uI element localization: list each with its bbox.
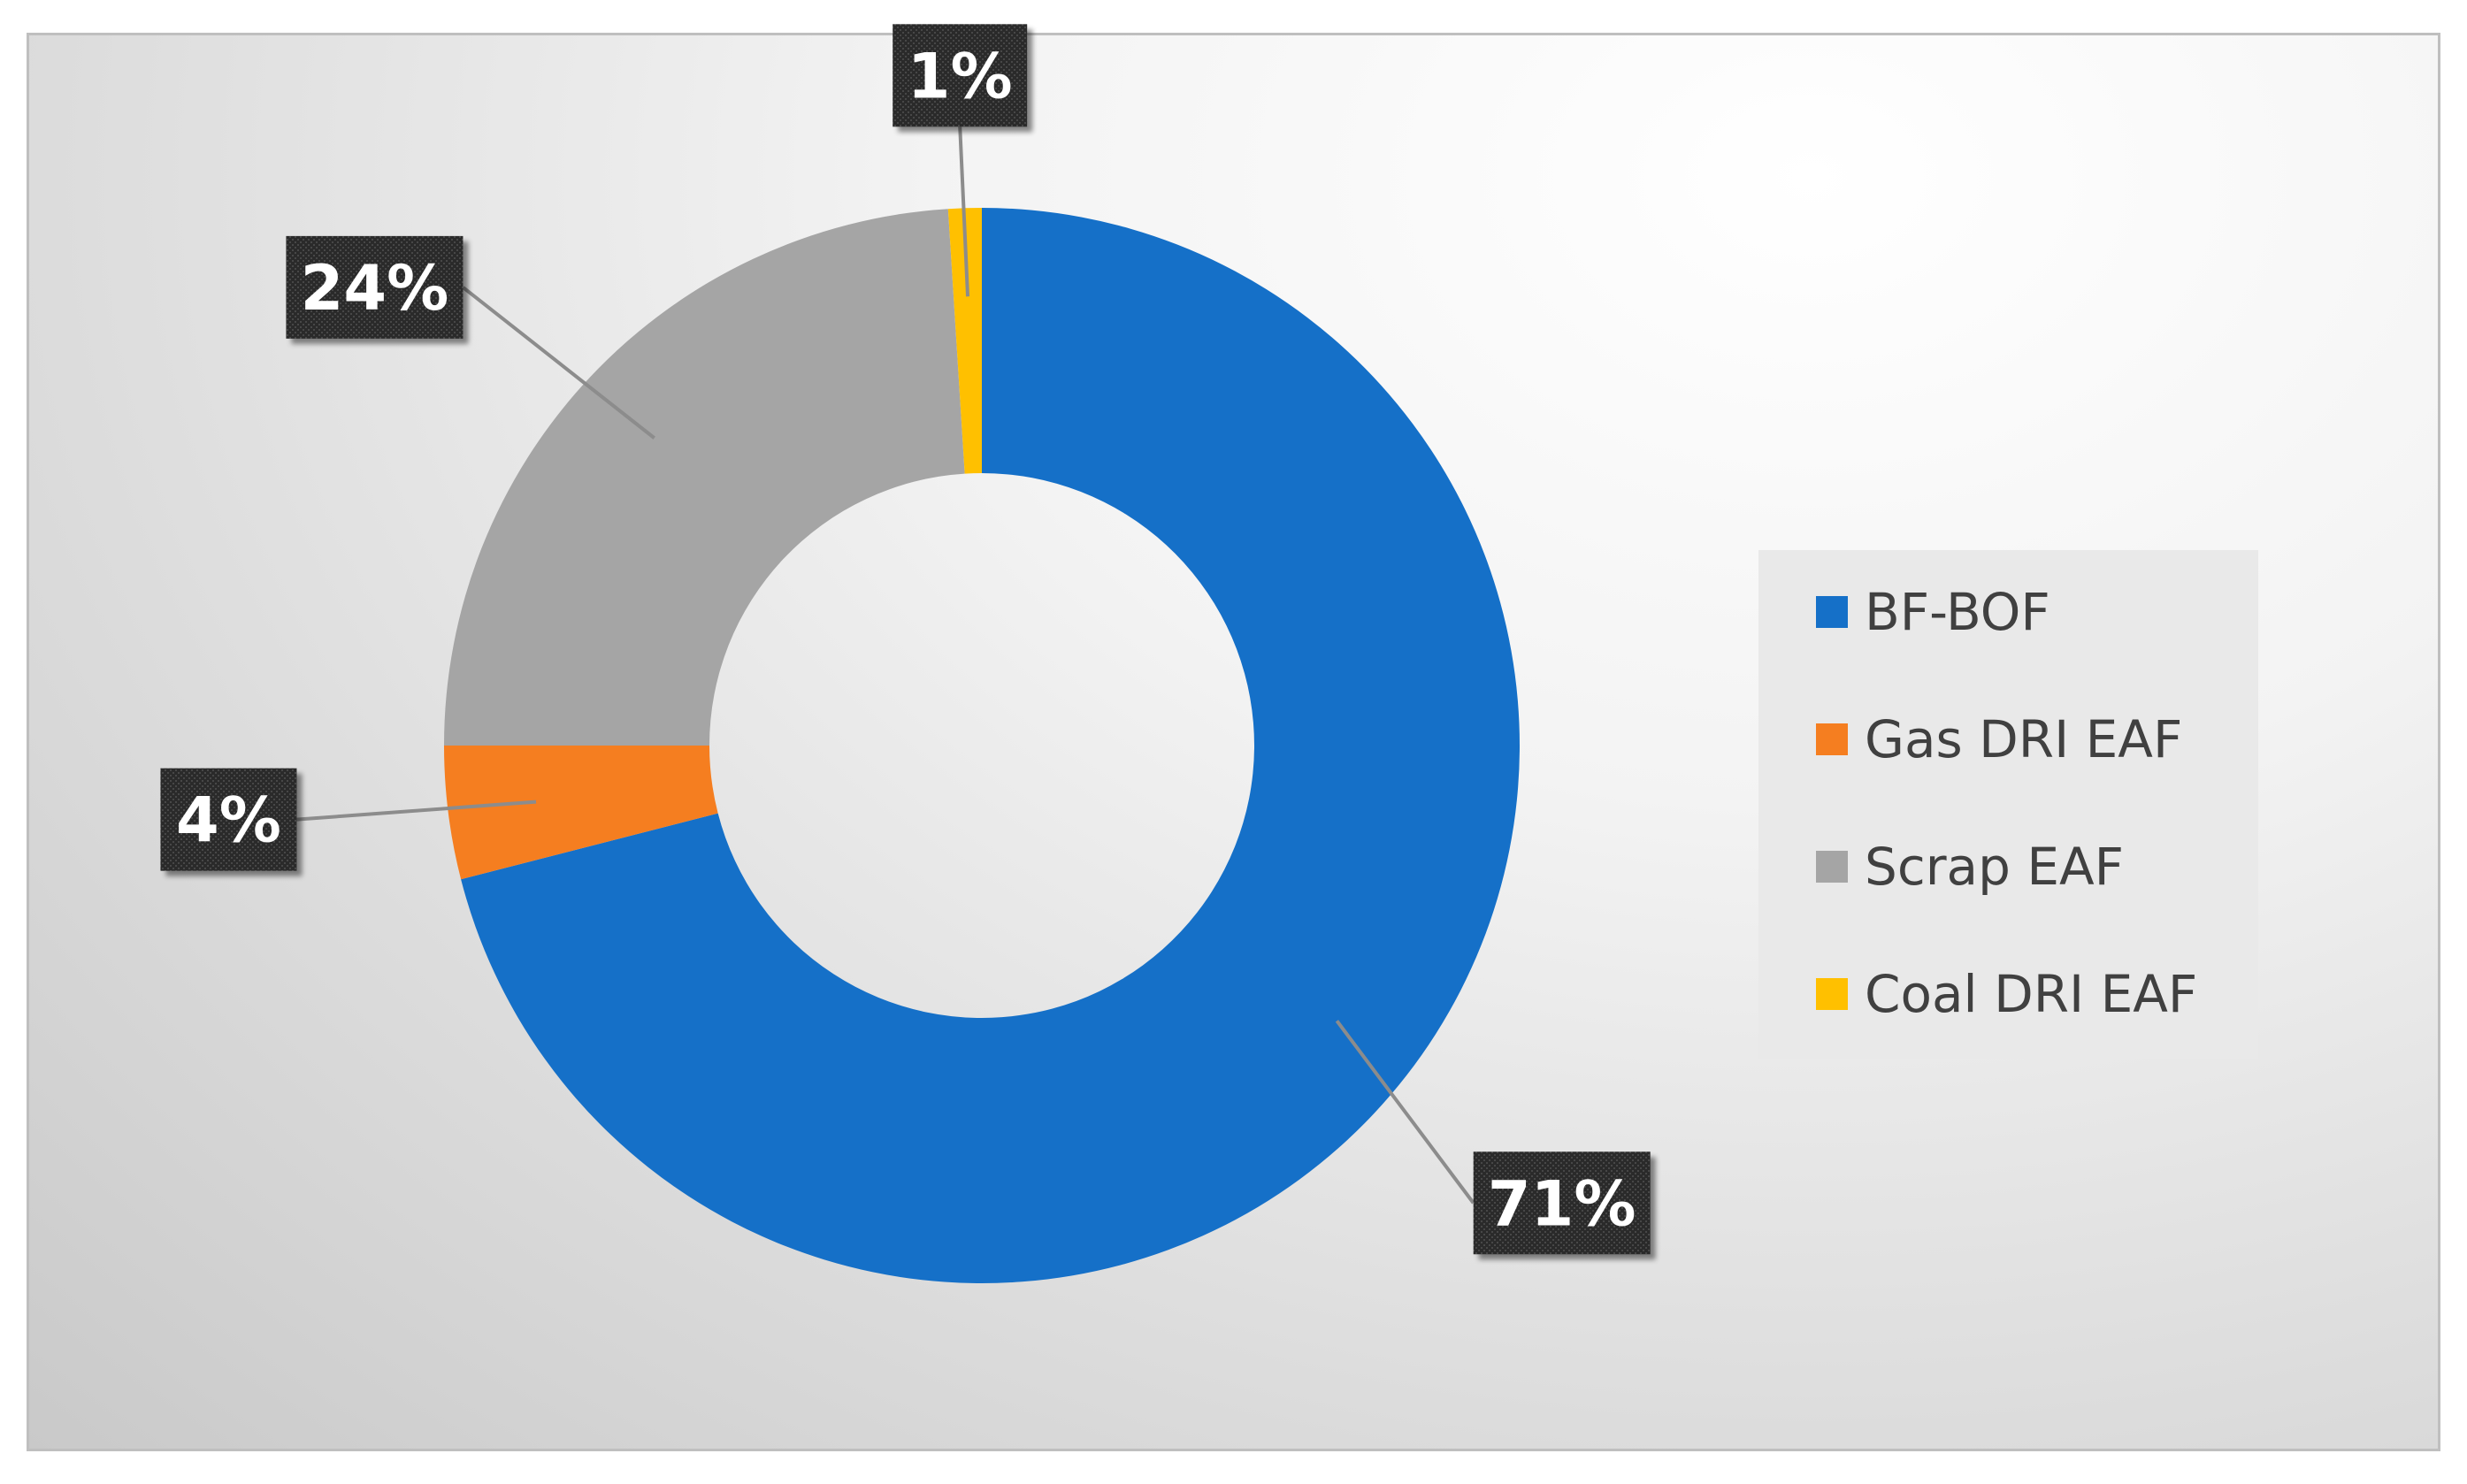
data-label-box xyxy=(160,768,297,871)
data-label-text: 24% xyxy=(301,252,449,325)
data-label-box xyxy=(1473,1151,1651,1255)
data-label-gas-dri-eaf: 4% xyxy=(160,768,297,871)
legend-item-coal-dri-eaf: Coal DRI EAF xyxy=(1816,964,2197,1024)
legend-swatch xyxy=(1816,851,1848,883)
legend-label: BF-BOF xyxy=(1865,582,2050,642)
data-label-coal-dri-eaf: 1% xyxy=(893,24,1028,127)
leader-line-bf-bof xyxy=(1335,1020,1475,1205)
legend-item-bf-bof: BF-BOF xyxy=(1816,582,2050,642)
legend-label: Gas DRI EAF xyxy=(1865,709,2182,769)
leader-line-gas-dri-eaf xyxy=(296,799,537,822)
data-label-text: 1% xyxy=(908,40,1013,112)
legend-item-gas-dri-eaf: Gas DRI EAF xyxy=(1816,709,2182,769)
data-label-bf-bof: 71% xyxy=(1473,1151,1651,1255)
data-labels-layer: 71% 4% 24% 1% xyxy=(160,24,1651,1255)
slice-gas-dri-eaf xyxy=(444,746,718,880)
legend-swatch xyxy=(1816,723,1848,755)
slices-layer xyxy=(444,208,1520,1283)
legend-background xyxy=(1758,550,2258,1059)
data-label-box xyxy=(286,235,464,339)
data-label-box xyxy=(893,24,1028,127)
slice-coal-dri-eaf xyxy=(947,208,982,474)
slice-bf-bof xyxy=(461,208,1520,1283)
legend-item-scrap-eaf: Scrap EAF xyxy=(1816,837,2124,897)
data-label-scrap-eaf: 24% xyxy=(286,235,464,339)
data-label-text: 71% xyxy=(1488,1167,1636,1240)
legend-swatch xyxy=(1816,596,1848,628)
leader-line-scrap-eaf xyxy=(462,286,655,440)
slice-scrap-eaf xyxy=(444,209,965,746)
legend-label: Scrap EAF xyxy=(1865,837,2124,897)
legend: BF-BOF Gas DRI EAF Scrap EAF Coal DRI EAF xyxy=(1758,550,2258,1059)
data-label-text: 4% xyxy=(176,784,281,857)
leader-line-coal-dri-eaf xyxy=(958,126,970,297)
legend-swatch xyxy=(1816,978,1848,1010)
legend-label: Coal DRI EAF xyxy=(1865,964,2197,1024)
leader-lines-layer xyxy=(296,126,1475,1205)
